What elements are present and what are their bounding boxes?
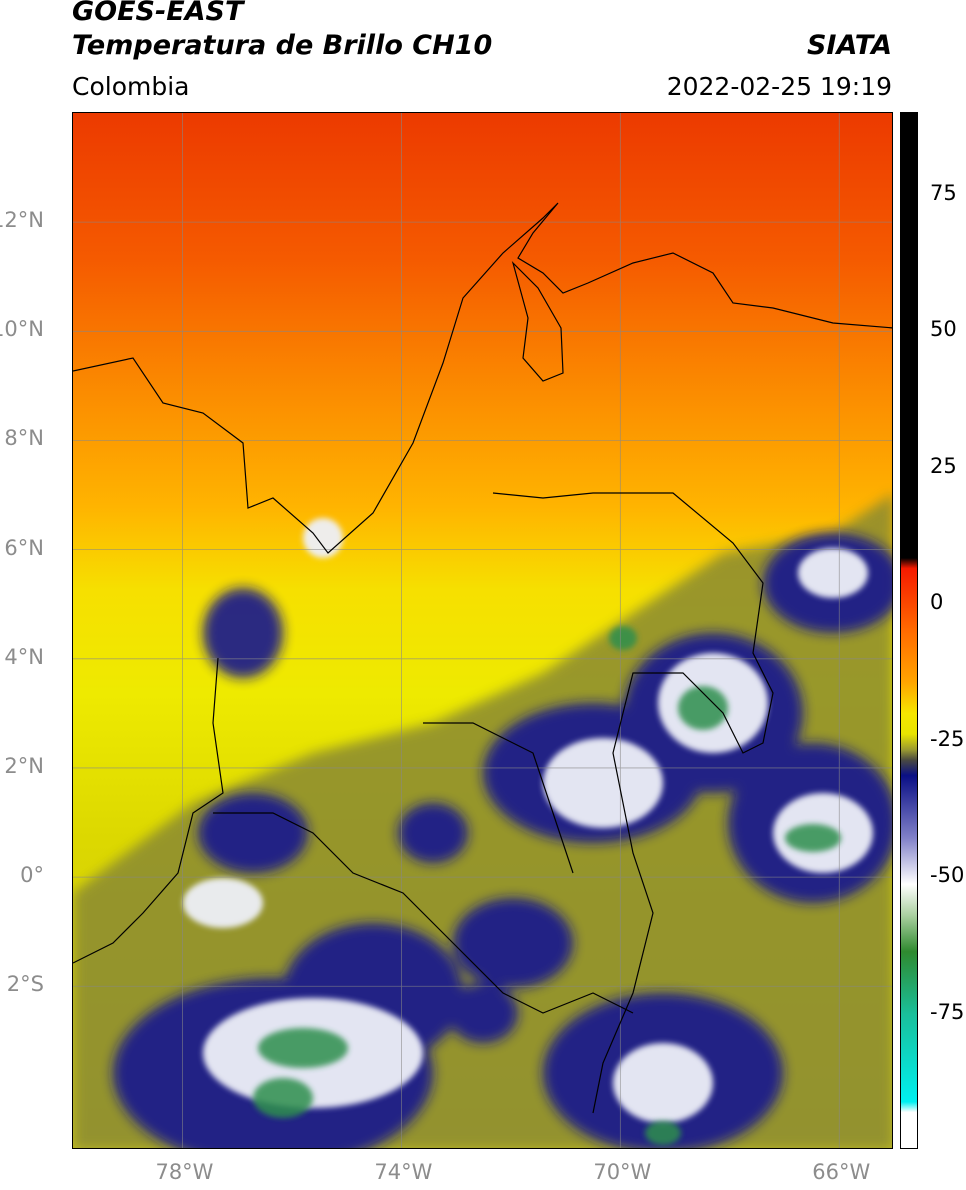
satellite-title: GOES-EAST bbox=[72, 0, 244, 27]
colorbar-tick-label: -75 bbox=[930, 999, 965, 1024]
colorbar-tick-label: 50 bbox=[930, 317, 957, 342]
lat-tick-label: 10°N bbox=[0, 317, 44, 342]
lat-tick-label: 8°N bbox=[4, 426, 44, 451]
lon-tick-label: 78°W bbox=[155, 1160, 214, 1184]
product-title: Temperatura de Brillo CH10 bbox=[72, 30, 493, 61]
lon-tick-label: 70°W bbox=[593, 1160, 652, 1184]
colorbar-tick-label: 0 bbox=[930, 590, 944, 615]
map-panel bbox=[72, 112, 893, 1149]
colorbar-tick-label: -50 bbox=[930, 863, 965, 888]
datetime-label: 2022-02-25 19:19 bbox=[666, 72, 892, 101]
lon-tick-label: 74°W bbox=[374, 1160, 433, 1184]
lat-tick-label: 2°N bbox=[4, 753, 44, 778]
lat-tick-label: 0° bbox=[20, 863, 44, 888]
colorbar-tick-label: 25 bbox=[930, 453, 957, 478]
lat-tick-label: 4°N bbox=[4, 644, 44, 669]
colorbar-tick-label: 75 bbox=[930, 180, 957, 205]
lat-tick-label: 12°N bbox=[0, 208, 44, 233]
colorbar-tick-label: -25 bbox=[930, 726, 965, 751]
brightness-temperature-map bbox=[73, 113, 892, 1148]
region-label: Colombia bbox=[72, 72, 190, 101]
lon-tick-label: 66°W bbox=[812, 1160, 871, 1184]
lat-tick-label: 6°N bbox=[4, 535, 44, 560]
lat-tick-label: 2°S bbox=[6, 972, 44, 997]
agency-label: SIATA bbox=[806, 30, 892, 61]
colorbar bbox=[900, 112, 918, 1149]
